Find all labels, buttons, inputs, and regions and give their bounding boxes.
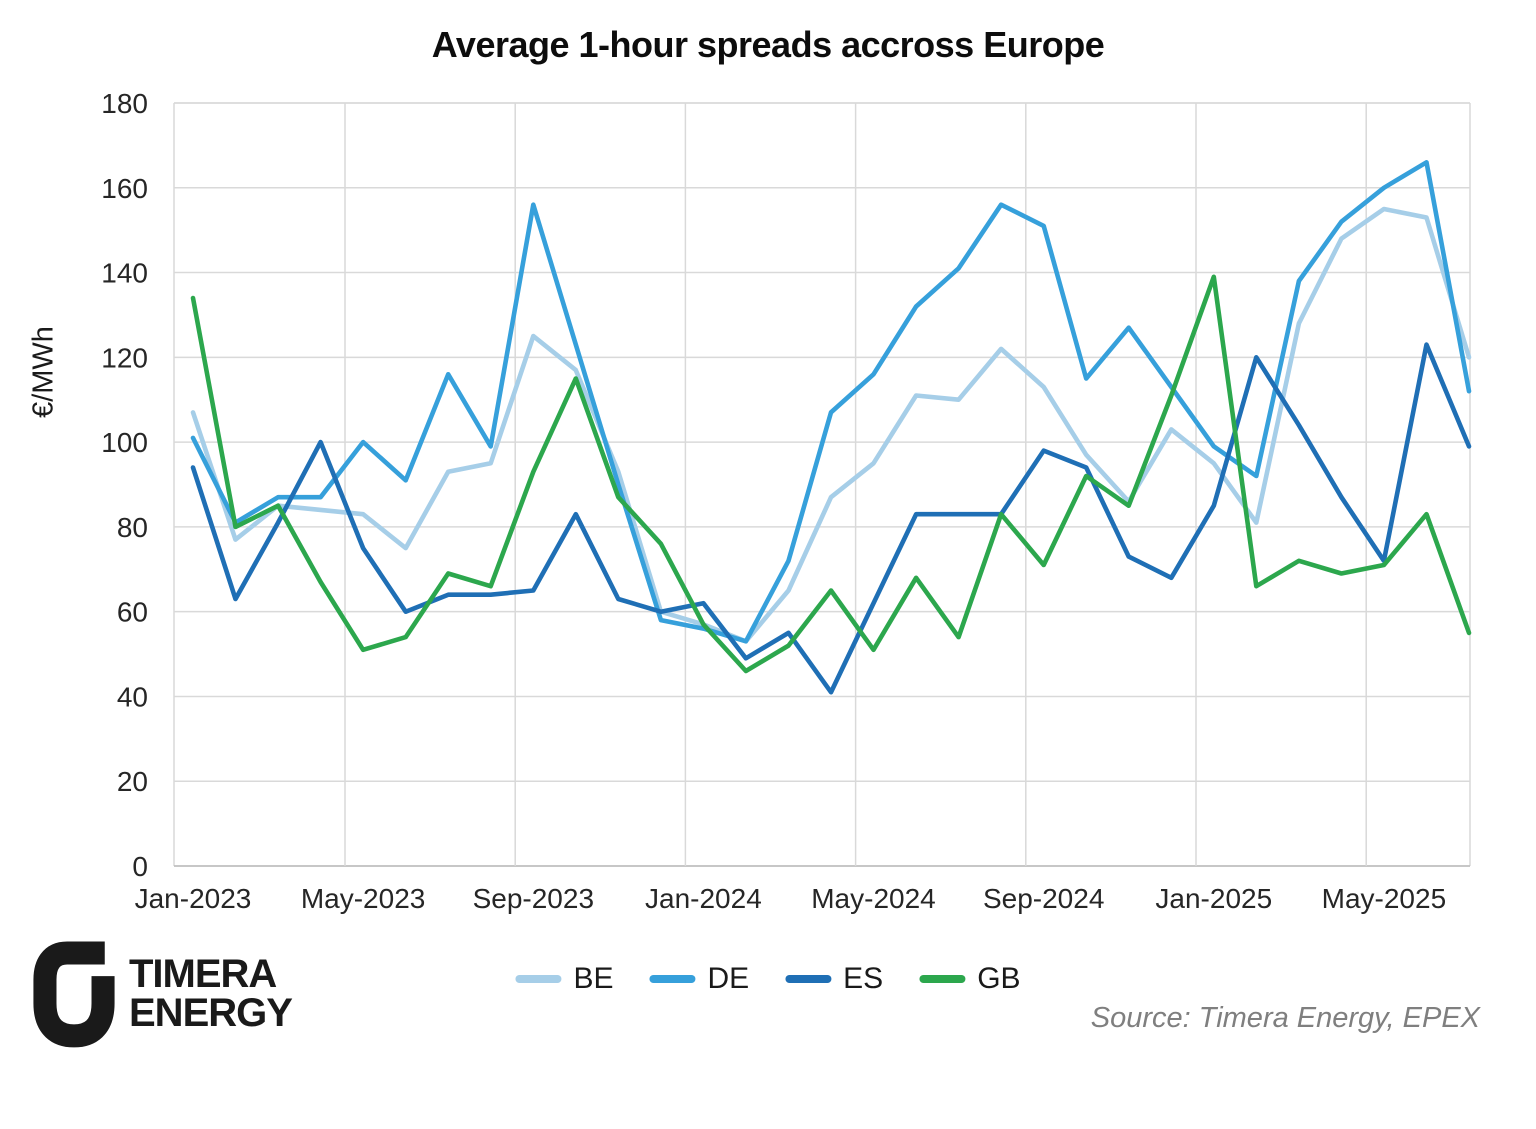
legend-label-de: DE	[707, 962, 750, 995]
y-tick-label: 140	[101, 258, 148, 289]
y-tick-label: 60	[117, 597, 148, 628]
legend-item-es: ES	[785, 962, 883, 996]
legend-label-be: BE	[573, 962, 614, 995]
legend-swatch-be	[515, 975, 562, 983]
chart-title: Average 1-hour spreads accross Europe	[431, 24, 1105, 65]
y-tick-label: 0	[132, 851, 148, 882]
legend-swatch-de	[649, 975, 696, 983]
legend-swatch-gb	[919, 975, 966, 983]
timera-energy-logo: TIMERA ENERGY	[33, 938, 293, 1050]
x-tick-label: May-2025	[1322, 883, 1447, 914]
legend-swatch-es	[785, 975, 832, 983]
series-line-de	[190, 160, 1472, 644]
y-tick-label: 80	[117, 512, 148, 543]
series-line-gb	[190, 274, 1472, 674]
x-tick-label: Jan-2025	[1155, 883, 1272, 914]
series-line-be	[190, 206, 1472, 644]
x-tick-label: Sep-2023	[473, 883, 594, 914]
x-tick-label: May-2023	[301, 883, 426, 914]
y-tick-label: 40	[117, 681, 148, 712]
source-note: Source: Timera Energy, EPEX	[1090, 1002, 1480, 1034]
legend-item-de: DE	[649, 962, 749, 996]
chart-legend: BE DE ES GB	[515, 962, 1021, 996]
y-tick-label: 20	[117, 766, 148, 797]
legend-item-be: BE	[515, 962, 613, 996]
x-tick-label: Sep-2024	[983, 883, 1104, 914]
y-tick-label: 100	[101, 427, 148, 458]
legend-item-gb: GB	[919, 962, 1021, 996]
y-tick-label: 180	[101, 88, 148, 119]
series-line-es	[190, 342, 1472, 695]
legend-label-es: ES	[843, 962, 884, 995]
timera-logo-text: TIMERA ENERGY	[129, 951, 293, 1035]
timera-logo-mark	[33, 941, 115, 1048]
x-tick-label: Jan-2023	[135, 883, 252, 914]
logo-line2: ENERGY	[129, 991, 293, 1035]
x-tick-label: May-2024	[811, 883, 936, 914]
legend-label-gb: GB	[977, 962, 1021, 995]
x-tick-label: Jan-2024	[645, 883, 762, 914]
logo-line1: TIMERA	[129, 951, 277, 996]
y-tick-label: 120	[101, 342, 148, 373]
y-tick-label: 160	[101, 173, 148, 204]
